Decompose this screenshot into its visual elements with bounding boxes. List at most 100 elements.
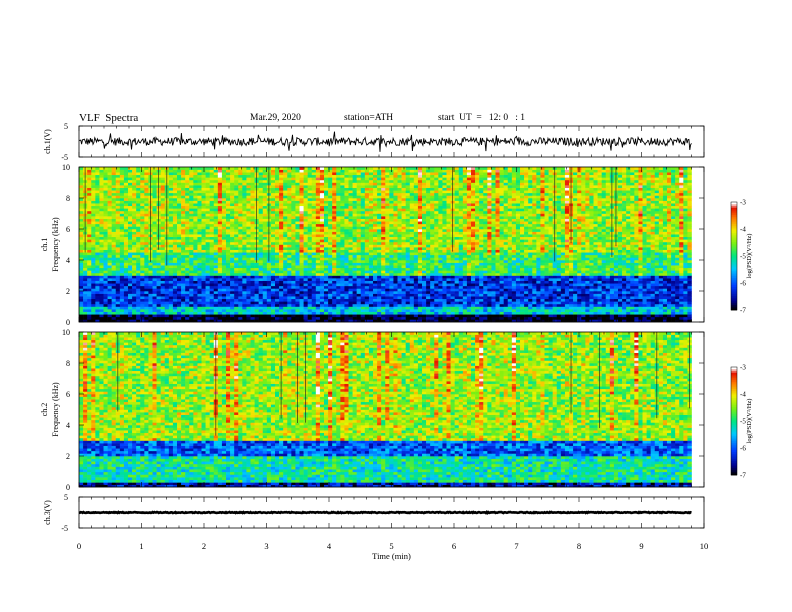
spectrogram-cell [528, 309, 533, 312]
spectrogram-cell [226, 278, 231, 281]
spectrogram-cell [107, 244, 112, 248]
spectrogram-cell [303, 262, 308, 266]
spectrogram-cell [536, 254, 541, 258]
spectrogram-cell [332, 241, 337, 245]
spectrogram-cell [422, 241, 427, 245]
spectrogram-cell [168, 306, 174, 310]
spectrogram-cell [336, 283, 341, 287]
spectrogram-cell [520, 262, 525, 266]
spectrogram-cell [275, 316, 280, 320]
spectrogram-cell [662, 260, 668, 263]
spectrogram-cell [642, 311, 647, 315]
spectrogram-cell [193, 265, 198, 269]
spectrogram-cell [389, 265, 394, 269]
spectrogram-cell [307, 314, 313, 318]
spectrogram-cell [622, 319, 627, 323]
spectrogram-cell [87, 236, 92, 240]
spectrogram-cell [319, 296, 325, 300]
spectrogram-cell [634, 275, 639, 279]
spectrogram-cell [515, 257, 521, 261]
spectrogram-cell [262, 285, 268, 289]
spectrogram-cell [466, 319, 472, 323]
spectrogram-cell [417, 275, 423, 279]
spectrogram-cell [430, 270, 435, 274]
spectrogram-cell [585, 262, 590, 266]
spectrogram-cell [458, 247, 464, 250]
spectrogram-cell [103, 254, 108, 258]
spectrogram-cell [221, 239, 227, 243]
spectrogram-cell [307, 239, 313, 243]
spectrogram-cell [569, 288, 574, 292]
spectrogram-cell [287, 265, 292, 269]
spectrogram-cell [438, 257, 443, 261]
spectrogram-cell [79, 280, 84, 284]
spectrogram-cell [111, 262, 117, 266]
spectrogram-cell [336, 293, 341, 297]
spectrogram-cell [564, 301, 570, 305]
spectrogram-cell [217, 278, 223, 281]
spectrogram-cell [160, 252, 166, 256]
spectrogram-cell [556, 301, 562, 305]
spectrogram-cell [258, 257, 264, 261]
spectrogram-cell [597, 319, 602, 323]
spectrogram-cell [189, 275, 194, 279]
spectrogram-cell [560, 247, 566, 250]
spectrogram-cell [385, 241, 390, 245]
spectrogram-cell [262, 267, 268, 271]
spectrogram-cell [152, 249, 157, 253]
spectrogram-cell [172, 254, 178, 258]
spectrogram-cell [581, 241, 586, 245]
spectrogram-cell [340, 288, 345, 292]
spectrogram-cell [687, 257, 692, 261]
spectrogram-cell [291, 244, 296, 248]
spectrogram-cell [360, 278, 366, 281]
spectrogram-cell [328, 265, 333, 269]
spectrogram-cell [128, 291, 133, 294]
spectrogram-cell [438, 296, 443, 300]
spectrogram-cell [283, 262, 288, 266]
spectrogram-cell [495, 244, 500, 248]
spectrogram-cell [160, 291, 166, 294]
spectrogram-cell [234, 280, 239, 284]
spectrogram-cell [303, 241, 308, 245]
spectrogram-cell [442, 254, 447, 258]
spectrogram-cell [524, 316, 529, 320]
spectrogram-cell [405, 306, 411, 310]
spectrogram-cell [544, 283, 549, 287]
spectrogram-cell [201, 306, 206, 310]
spectrogram-cell [422, 249, 427, 253]
spectrogram-cell [397, 296, 402, 300]
spectrogram-cell [564, 311, 570, 315]
spectrogram-cell [291, 293, 296, 297]
spectrogram-cell [234, 296, 239, 300]
spectrogram-cell [360, 244, 366, 248]
spectrogram-cell [597, 247, 602, 250]
spectrogram-cell [434, 301, 439, 305]
spectrogram-cell [328, 306, 333, 310]
spectrogram-cell [213, 309, 219, 312]
spectrogram-cell [658, 316, 664, 320]
spectrogram-cell [307, 280, 313, 284]
spectrogram-cell [275, 306, 280, 310]
spectrogram-cell [295, 247, 300, 250]
spectrogram-cell [413, 241, 419, 245]
spectrogram-cell [426, 257, 431, 261]
spectrogram-cell [144, 285, 149, 289]
spectrogram-cell [254, 314, 259, 318]
spectrogram-cell [193, 236, 198, 240]
spectrogram-cell [646, 309, 651, 312]
spectrogram-cell [466, 257, 472, 261]
spectrogram-cell [99, 267, 104, 271]
spectrogram-cell [618, 291, 623, 294]
spectrogram-cell [401, 249, 406, 253]
spectrogram-cell [548, 278, 553, 281]
spectrogram-cell [544, 272, 549, 276]
spectrogram-cell [634, 306, 639, 310]
spectrogram-cell [475, 319, 480, 323]
spectrogram-cell [507, 252, 513, 256]
spectrogram-cell [295, 285, 300, 289]
spectrogram-cell [213, 252, 219, 256]
spectrogram-cell [270, 254, 276, 258]
spectrogram-cell [160, 262, 166, 266]
spectrogram-cell [483, 291, 488, 294]
